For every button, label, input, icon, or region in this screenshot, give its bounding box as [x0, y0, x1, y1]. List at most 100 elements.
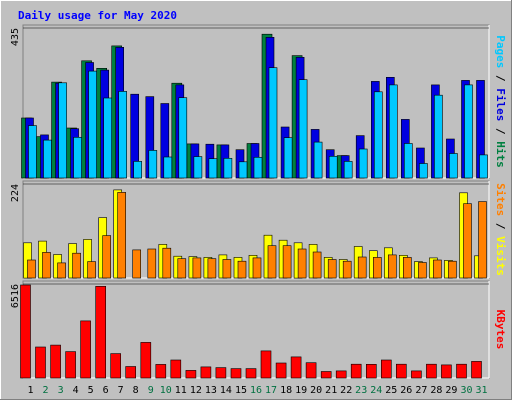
y-label-part: Hits	[494, 141, 507, 168]
x-tick-label: 14	[220, 385, 232, 396]
bar-pages-day-14	[223, 158, 233, 179]
x-tick-label: 20	[310, 385, 322, 396]
bar-sites-day-10	[162, 247, 172, 279]
bar-sites-day-31	[478, 201, 487, 279]
bar-sites-day-23	[357, 256, 367, 279]
bar-sites-day-16	[252, 257, 262, 279]
panel-visits-sites: 224 Sites / Visits	[10, 180, 507, 279]
bar-kbytes-day-1	[20, 284, 31, 379]
panel-kbytes: 6516 KBytes	[10, 280, 507, 379]
bar-sites-day-7	[117, 192, 126, 279]
bar-kbytes-day-30	[456, 363, 467, 379]
bar-pages-day-27	[419, 163, 428, 179]
y-axis-label: Pages / Files / Hits	[494, 35, 507, 168]
bar-sites-day-1	[27, 259, 36, 279]
x-tick-label: 18	[280, 385, 292, 396]
bar-kbytes-day-21	[320, 371, 332, 379]
bar-kbytes-day-19	[290, 356, 302, 379]
bar-kbytes-day-18	[275, 362, 287, 379]
bar-sites-day-26	[402, 257, 412, 279]
y-label-separator: /	[494, 216, 507, 236]
x-tick-label: 21	[325, 385, 337, 396]
bar-pages-day-29	[449, 153, 458, 179]
x-tick-label: 6	[103, 385, 109, 396]
chart-title: Daily usage for May 2020	[18, 9, 177, 22]
x-tick-label: 12	[190, 385, 202, 396]
bar-pages-day-5	[88, 70, 97, 179]
bar-pages-day-3	[58, 82, 67, 179]
bar-pages-day-1	[28, 125, 37, 179]
chart-panels: 435 Pages / Files / Hits 224 Sites / Visits…	[10, 24, 507, 379]
y-label-part: Visits	[494, 236, 507, 276]
x-tick-label: 2	[42, 385, 48, 396]
bar-kbytes-day-5	[80, 320, 91, 379]
bar-sites-day-5	[87, 261, 96, 279]
x-tick-label: 17	[265, 385, 277, 396]
y-label-separator: /	[494, 121, 507, 141]
y-label-part: Pages	[494, 35, 507, 68]
bar-pages-day-28	[434, 94, 443, 179]
bar-kbytes-day-29	[441, 364, 452, 379]
bar-kbytes-day-12	[185, 370, 197, 379]
bar-sites-day-19	[297, 248, 307, 279]
bar-pages-day-22	[343, 161, 353, 179]
x-tick-label: 7	[118, 385, 124, 396]
plot-area	[22, 280, 490, 379]
bar-sites-day-13	[207, 258, 217, 279]
bar-pages-day-17	[268, 67, 278, 179]
x-tick-label: 3	[58, 385, 64, 396]
bar-kbytes-day-20	[305, 362, 317, 379]
bar-sites-day-12	[192, 257, 202, 279]
bar-sites-day-4	[72, 252, 81, 279]
bar-sites-day-2	[42, 252, 51, 279]
y-label-separator: /	[494, 68, 507, 88]
bar-pages-day-7	[118, 91, 127, 179]
x-tick-label: 28	[430, 385, 442, 396]
bar-pages-day-18	[283, 137, 293, 179]
bar-pages-day-21	[328, 156, 338, 179]
x-tick-label: 31	[475, 385, 487, 396]
y-label-part: Sites	[494, 183, 507, 216]
bar-pages-day-30	[464, 84, 473, 179]
panel-hits-files-pages: 435 Pages / Files / Hits	[10, 24, 507, 179]
bar-pages-day-20	[313, 141, 323, 179]
bar-sites-day-3	[57, 262, 66, 279]
y-max-label: 435	[10, 28, 21, 46]
bar-kbytes-day-4	[65, 351, 76, 379]
bar-kbytes-day-2	[35, 346, 46, 379]
bar-pages-day-9	[148, 150, 158, 179]
bar-sites-day-17	[267, 245, 277, 279]
bar-kbytes-day-23	[350, 363, 362, 379]
bar-sites-day-28	[433, 259, 442, 279]
y-axis-label: Sites / Visits	[494, 183, 507, 276]
bar-sites-day-9	[147, 248, 157, 279]
bar-kbytes-day-26	[395, 363, 407, 379]
bar-pages-day-6	[103, 97, 112, 179]
bar-kbytes-day-14	[215, 367, 227, 379]
y-max-label: 6516	[10, 284, 21, 308]
bar-sites-day-27	[418, 262, 427, 279]
bar-kbytes-day-16	[245, 368, 257, 379]
bar-sites-day-11	[177, 258, 187, 279]
x-tick-label: 13	[205, 385, 217, 396]
x-tick-label: 27	[415, 385, 427, 396]
x-tick-label: 11	[175, 385, 187, 396]
bar-sites-day-30	[463, 203, 472, 279]
bar-kbytes-day-28	[426, 363, 437, 379]
y-label-part: KBytes	[494, 310, 507, 350]
bar-pages-day-24	[373, 91, 383, 179]
bar-kbytes-day-15	[230, 368, 242, 379]
x-tick-label: 23	[355, 385, 367, 396]
x-tick-label: 25	[385, 385, 397, 396]
bar-pages-day-25	[388, 84, 398, 179]
bar-pages-day-26	[403, 143, 413, 179]
bar-sites-day-21	[327, 259, 337, 279]
bar-pages-day-13	[208, 158, 218, 179]
bar-pages-day-4	[73, 137, 82, 179]
bar-sites-day-6	[102, 235, 111, 279]
x-tick-label: 30	[460, 385, 472, 396]
bar-pages-day-31	[479, 154, 488, 179]
bar-kbytes-day-10	[155, 364, 167, 379]
bar-kbytes-day-7	[110, 353, 121, 379]
